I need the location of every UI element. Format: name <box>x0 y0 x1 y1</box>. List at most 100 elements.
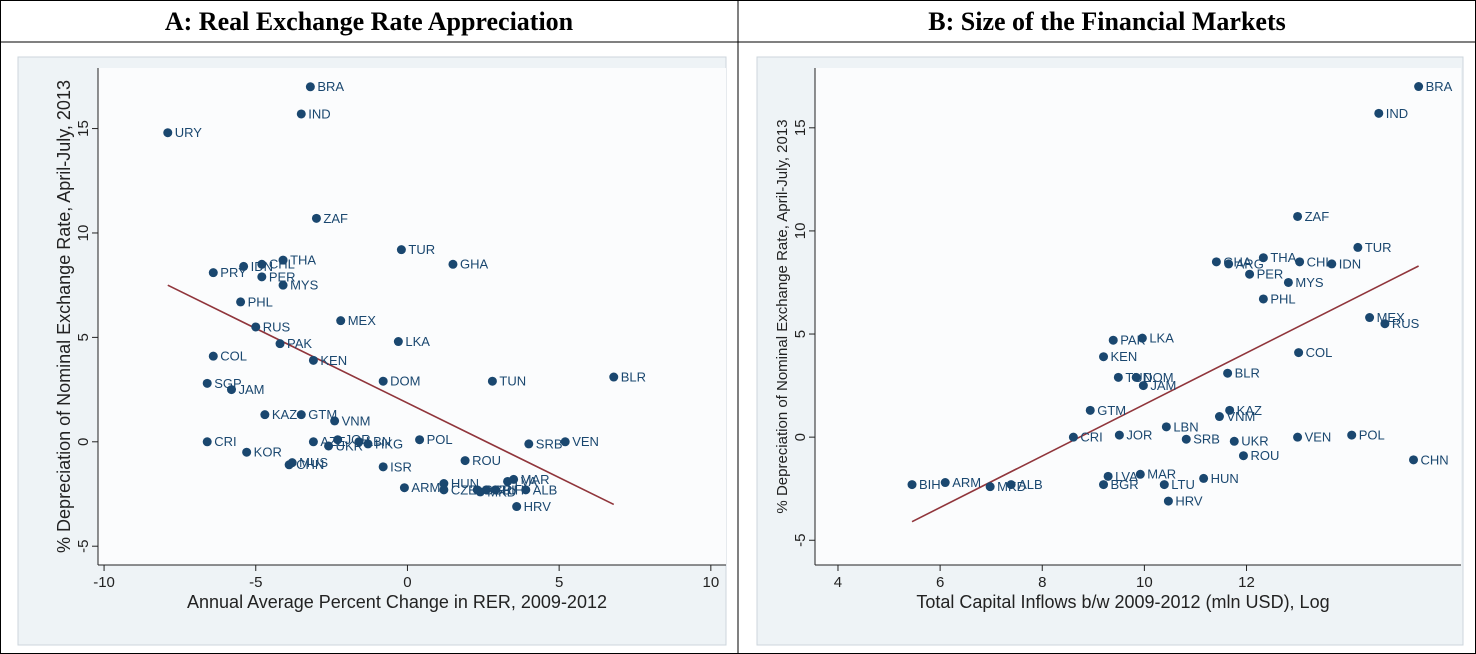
point <box>1224 259 1234 269</box>
point <box>311 213 321 223</box>
point-label: MEX <box>348 313 377 328</box>
point <box>1159 480 1169 490</box>
x-axis-title: Total Capital Inflows b/w 2009-2012 (mln… <box>916 592 1329 612</box>
x-tick-label: 10 <box>1136 574 1153 591</box>
point <box>1214 412 1224 422</box>
point-label: SRB <box>536 436 563 451</box>
x-tick-label: 0 <box>403 574 411 591</box>
point <box>560 437 570 447</box>
point <box>278 255 288 265</box>
point-label: VNM <box>342 413 371 428</box>
point-label: ALB <box>1018 477 1043 492</box>
point-label: POL <box>427 432 453 447</box>
point <box>305 82 315 92</box>
point <box>226 385 236 395</box>
point <box>396 245 406 255</box>
point <box>1103 471 1113 481</box>
point <box>1238 451 1248 461</box>
point <box>251 322 261 332</box>
point-label: MYS <box>1295 275 1324 290</box>
trend-line <box>911 265 1419 523</box>
point <box>1137 333 1147 343</box>
point <box>524 439 534 449</box>
point <box>1161 422 1171 432</box>
point-label: POL <box>1359 428 1385 443</box>
point <box>260 410 270 420</box>
point-label: ARM <box>411 480 440 495</box>
point <box>1380 319 1390 329</box>
point <box>940 478 950 488</box>
point <box>1258 253 1268 263</box>
point <box>163 128 173 138</box>
point <box>1283 277 1293 287</box>
x-tick-label: 6 <box>936 574 944 591</box>
point-label: DOM <box>390 374 420 389</box>
point-label: ALB <box>533 482 558 497</box>
point-label: RUS <box>263 319 291 334</box>
point <box>1258 294 1268 304</box>
point-label: BRA <box>1426 79 1453 94</box>
point-label: CRI <box>1080 430 1102 445</box>
point-label: ISR <box>390 459 412 474</box>
point-label: BLR <box>621 369 646 384</box>
point <box>439 485 449 495</box>
point <box>1294 348 1304 358</box>
point-label: LTU <box>493 482 517 497</box>
point <box>1099 352 1109 362</box>
point-label: CHN <box>296 457 324 472</box>
point-label: IDN <box>251 259 273 274</box>
point <box>296 109 306 119</box>
point <box>1006 480 1016 490</box>
point-label: MYS <box>290 278 319 293</box>
point-label: KEN <box>320 353 347 368</box>
point-label: LTU <box>1171 477 1195 492</box>
point <box>487 376 497 386</box>
y-tick-label: 0 <box>75 438 92 446</box>
point <box>1135 469 1145 479</box>
point <box>208 351 218 361</box>
point-label: VEN <box>572 434 599 449</box>
point-label: PER <box>1257 267 1284 282</box>
point <box>512 502 522 512</box>
point <box>1068 432 1078 442</box>
point <box>1181 434 1191 444</box>
point <box>333 435 343 445</box>
point <box>354 437 364 447</box>
point <box>1211 257 1221 267</box>
point <box>239 261 249 271</box>
point <box>439 479 449 489</box>
point-label: PER <box>269 269 296 284</box>
point-label: BRA <box>317 79 344 94</box>
point <box>907 480 917 490</box>
point-label: COL <box>1306 345 1333 360</box>
point-label: HUN <box>451 476 479 491</box>
point-label: TUN <box>499 374 526 389</box>
point <box>1245 269 1255 279</box>
point-label: SRB <box>1193 432 1220 447</box>
panel-title: B: Size of the Financial Markets <box>928 7 1285 36</box>
point <box>490 485 500 495</box>
point <box>1409 455 1419 465</box>
point-label: CRI <box>214 434 236 449</box>
point <box>393 337 403 347</box>
y-axis-title: % Depreciation of Nominal Exchange Rate,… <box>774 119 791 513</box>
point <box>363 439 373 449</box>
point <box>1414 82 1424 92</box>
point-label: PAK <box>287 336 312 351</box>
point-label: BGR <box>1111 477 1139 492</box>
point <box>475 487 485 497</box>
y-tick-label: 0 <box>792 433 809 441</box>
point <box>1163 496 1173 506</box>
point-label: MAR <box>1147 467 1176 482</box>
point-label: LKA <box>1149 331 1174 346</box>
point-label: VEN <box>1305 430 1332 445</box>
x-tick-label: 12 <box>1238 574 1255 591</box>
point-label: MUS <box>299 455 328 470</box>
point-label: CHL <box>269 257 295 272</box>
point-label: BLR <box>1235 366 1260 381</box>
point-label: URY <box>175 125 203 140</box>
point <box>202 378 212 388</box>
y-tick-label: -5 <box>75 540 92 553</box>
point-label: IND <box>1386 106 1408 121</box>
